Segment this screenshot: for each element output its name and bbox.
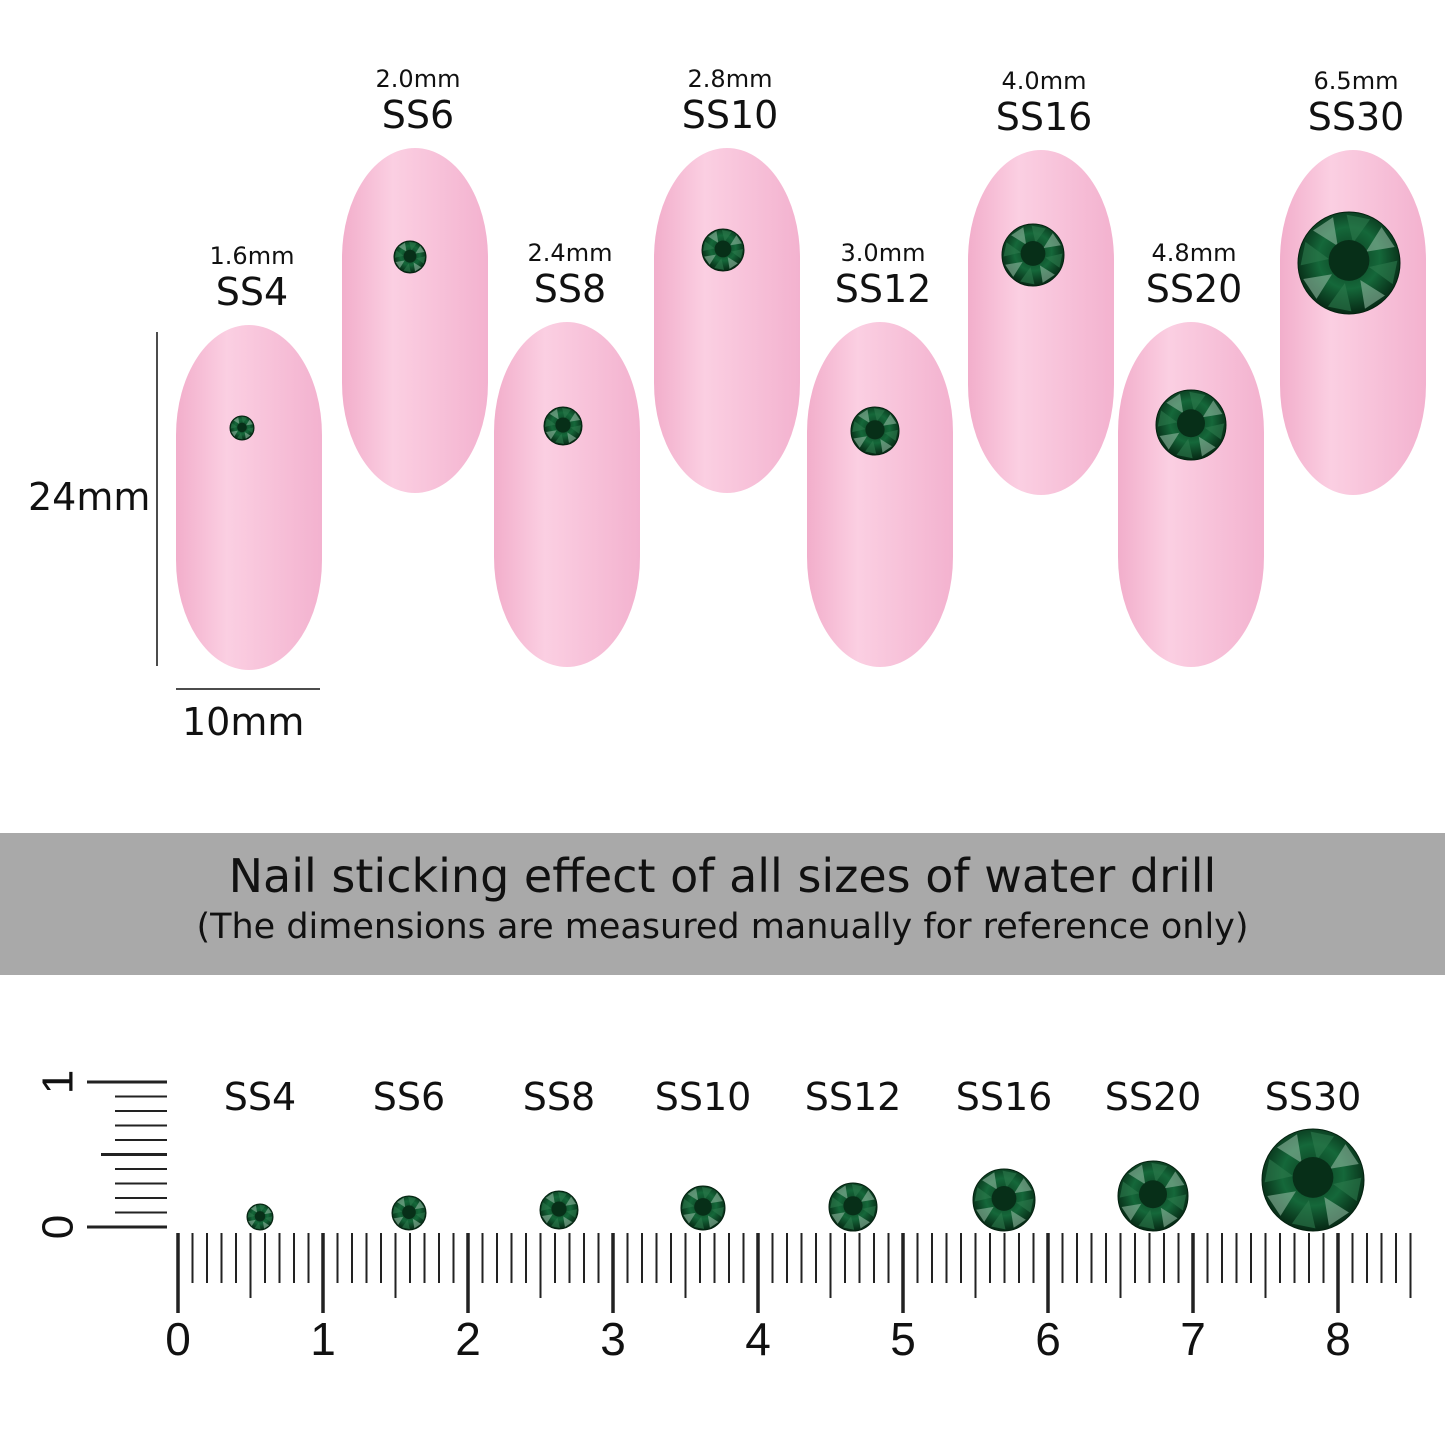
rhinestone: [393, 240, 427, 274]
height-dimension-label: 24mm: [28, 475, 151, 519]
rhinestone-sample: [1261, 1128, 1365, 1232]
size-mm-label: 1.6mm: [209, 242, 295, 270]
nail: [176, 325, 322, 670]
ruler-label: 8: [1325, 1313, 1351, 1365]
rhinestone: [1155, 389, 1227, 461]
nail: [968, 150, 1114, 495]
ruler-label: 7: [1180, 1313, 1206, 1365]
size-ss-label: SS12: [834, 267, 932, 311]
rhinestone: [1001, 223, 1065, 287]
vertical-ruler-label: 0: [34, 1215, 83, 1239]
ruler-label: 1: [310, 1313, 336, 1365]
stone-size-label: SS10: [654, 1075, 752, 1119]
banner-title: Nail sticking effect of all sizes of wat…: [228, 849, 1217, 903]
size-mm-label: 2.4mm: [527, 239, 613, 267]
ruler-label: 5: [890, 1313, 916, 1365]
stone-size-label: SS20: [1104, 1075, 1202, 1119]
stone-size-label: SS30: [1264, 1075, 1362, 1119]
nail: [1118, 322, 1264, 667]
rhinestone: [1297, 211, 1401, 315]
size-mm-label: 6.5mm: [1313, 67, 1399, 95]
size-mm-label: 3.0mm: [840, 239, 926, 267]
rhinestone-sample: [828, 1182, 878, 1232]
stone-size-label: SS8: [522, 1075, 596, 1119]
rhinestone: [701, 228, 745, 272]
rhinestone-sample: [972, 1168, 1036, 1232]
rhinestone: [543, 406, 583, 446]
size-mm-label: 4.0mm: [1001, 67, 1087, 95]
size-ss-label: SS10: [681, 93, 779, 137]
size-ss-label: SS6: [381, 93, 455, 137]
stone-size-label: SS6: [372, 1075, 446, 1119]
ruler-label: 3: [600, 1313, 626, 1365]
rhinestone: [229, 415, 255, 441]
rhinestone-sample: [246, 1203, 274, 1231]
rhinestone-sample: [1117, 1160, 1189, 1232]
ruler-label: 0: [165, 1313, 191, 1365]
ruler-label: 4: [745, 1313, 771, 1365]
size-ss-label: SS20: [1145, 267, 1243, 311]
nail: [494, 322, 640, 667]
stone-size-label: SS16: [955, 1075, 1053, 1119]
ruler-label: 6: [1035, 1313, 1061, 1365]
stone-size-label: SS4: [223, 1075, 297, 1119]
size-ss-label: SS16: [995, 95, 1093, 139]
nail: [342, 148, 488, 493]
banner-subtitle: (The dimensions are measured manually fo…: [196, 907, 1249, 947]
nail: [807, 322, 953, 667]
size-ss-label: SS4: [215, 270, 289, 314]
nail: [654, 148, 800, 493]
rhinestone-sample: [680, 1185, 726, 1231]
nail: [1280, 150, 1426, 495]
rhinestone-sample: [391, 1195, 427, 1231]
size-mm-label: 2.0mm: [375, 65, 461, 93]
size-mm-label: 2.8mm: [687, 65, 773, 93]
rhinestone-sample: [539, 1190, 579, 1230]
size-ss-label: SS30: [1307, 95, 1405, 139]
size-ss-label: SS8: [533, 267, 607, 311]
size-mm-label: 4.8mm: [1151, 239, 1237, 267]
ruler-label: 2: [455, 1313, 481, 1365]
vertical-ruler-label: 1: [34, 1070, 83, 1094]
stone-size-label: SS12: [804, 1075, 902, 1119]
width-dimension-label: 10mm: [182, 700, 305, 744]
rhinestone: [850, 406, 900, 456]
banner: Nail sticking effect of all sizes of wat…: [0, 833, 1445, 975]
